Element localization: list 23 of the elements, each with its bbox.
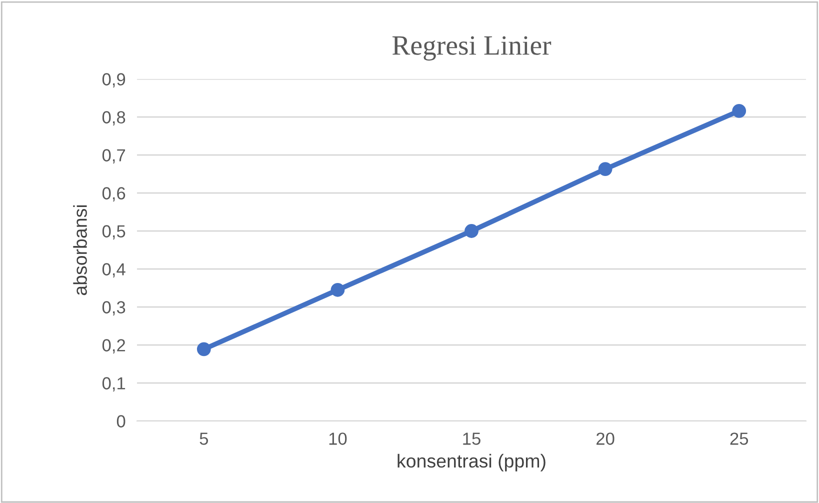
x-tick-label: 20 xyxy=(596,432,614,445)
y-tick-label: 0,3 xyxy=(102,301,126,316)
y-tick-label: 0 xyxy=(116,415,126,428)
y-tick-label: 0,5 xyxy=(102,225,126,240)
y-tick-label: 0,6 xyxy=(102,187,126,202)
point xyxy=(196,342,211,356)
x-tick-label: 5 xyxy=(200,432,208,445)
point xyxy=(732,104,746,118)
x-axis-title: konsentrasi (ppm) xyxy=(398,454,546,472)
y-tick-label: 0,2 xyxy=(102,339,126,354)
y-tick-label: 0,9 xyxy=(102,73,126,88)
x-tick-label: 10 xyxy=(329,432,347,445)
x-tick-label: 15 xyxy=(463,432,480,445)
point xyxy=(598,162,612,176)
y-tick-label: 0,8 xyxy=(102,111,126,126)
y-tick-label: 0,4 xyxy=(102,263,126,278)
y-axis-title: absorbansi xyxy=(73,205,87,296)
point xyxy=(330,282,345,297)
y-tick-label: 0,7 xyxy=(102,149,126,164)
x-tick-label: 25 xyxy=(730,432,748,445)
point xyxy=(464,224,478,238)
chart-title: Regresi Linier xyxy=(392,36,552,61)
y-tick-label: 0,1 xyxy=(102,377,126,392)
